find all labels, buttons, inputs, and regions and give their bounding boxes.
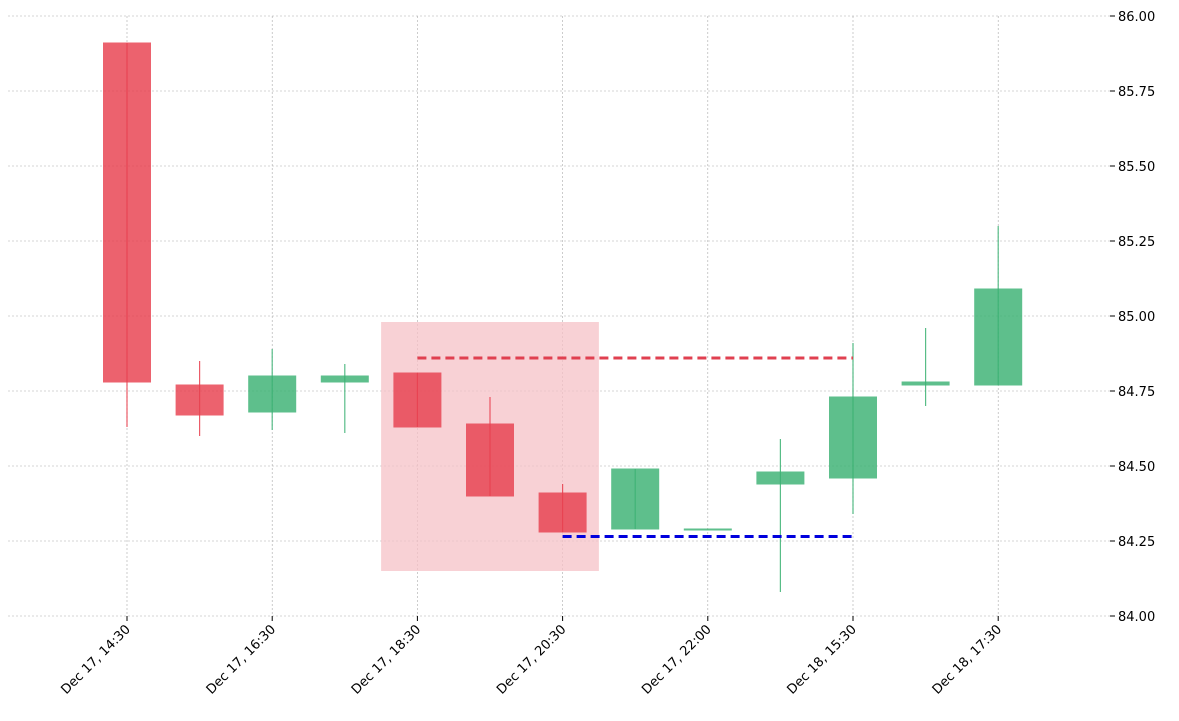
candle-body bbox=[756, 471, 805, 485]
y-tick-label: 85.00 bbox=[1118, 310, 1155, 325]
candle-body bbox=[466, 423, 514, 497]
y-tick-label: 85.50 bbox=[1118, 160, 1155, 175]
x-tick-label: Dec 17, 18:30 bbox=[349, 622, 424, 697]
x-tick-label: Dec 17, 22:00 bbox=[639, 622, 714, 697]
y-tick-label: 84.25 bbox=[1118, 535, 1155, 550]
candle-body bbox=[393, 372, 442, 428]
x-tick-label: Dec 18, 15:30 bbox=[784, 622, 859, 697]
candle-body bbox=[901, 381, 950, 386]
y-tick-label: 84.50 bbox=[1118, 460, 1155, 475]
candle-body bbox=[538, 492, 587, 533]
y-tick-label: 84.00 bbox=[1118, 610, 1155, 625]
level-lines-layer bbox=[417, 356, 853, 538]
candle-body bbox=[611, 468, 660, 530]
x-tick-label: Dec 18, 17:30 bbox=[930, 622, 1005, 697]
candle-body bbox=[974, 288, 1023, 386]
candle-body bbox=[175, 384, 224, 416]
x-tick-label: Dec 17, 14:30 bbox=[58, 622, 133, 697]
candle-body bbox=[829, 396, 877, 479]
candle-body bbox=[320, 375, 369, 383]
candle-body bbox=[683, 528, 732, 531]
y-tick-label: 86.00 bbox=[1118, 10, 1155, 25]
candle-body bbox=[248, 375, 297, 413]
x-tick-label: Dec 17, 20:30 bbox=[494, 622, 569, 697]
candles-layer bbox=[103, 42, 1023, 592]
y-tick-label: 85.25 bbox=[1118, 235, 1155, 250]
grid-layer bbox=[8, 15, 1110, 617]
candle-body bbox=[103, 42, 151, 383]
x-tick-label: Dec 17, 16:30 bbox=[204, 622, 279, 697]
y-tick-label: 84.75 bbox=[1118, 385, 1155, 400]
y-tick-label: 85.75 bbox=[1118, 85, 1155, 100]
